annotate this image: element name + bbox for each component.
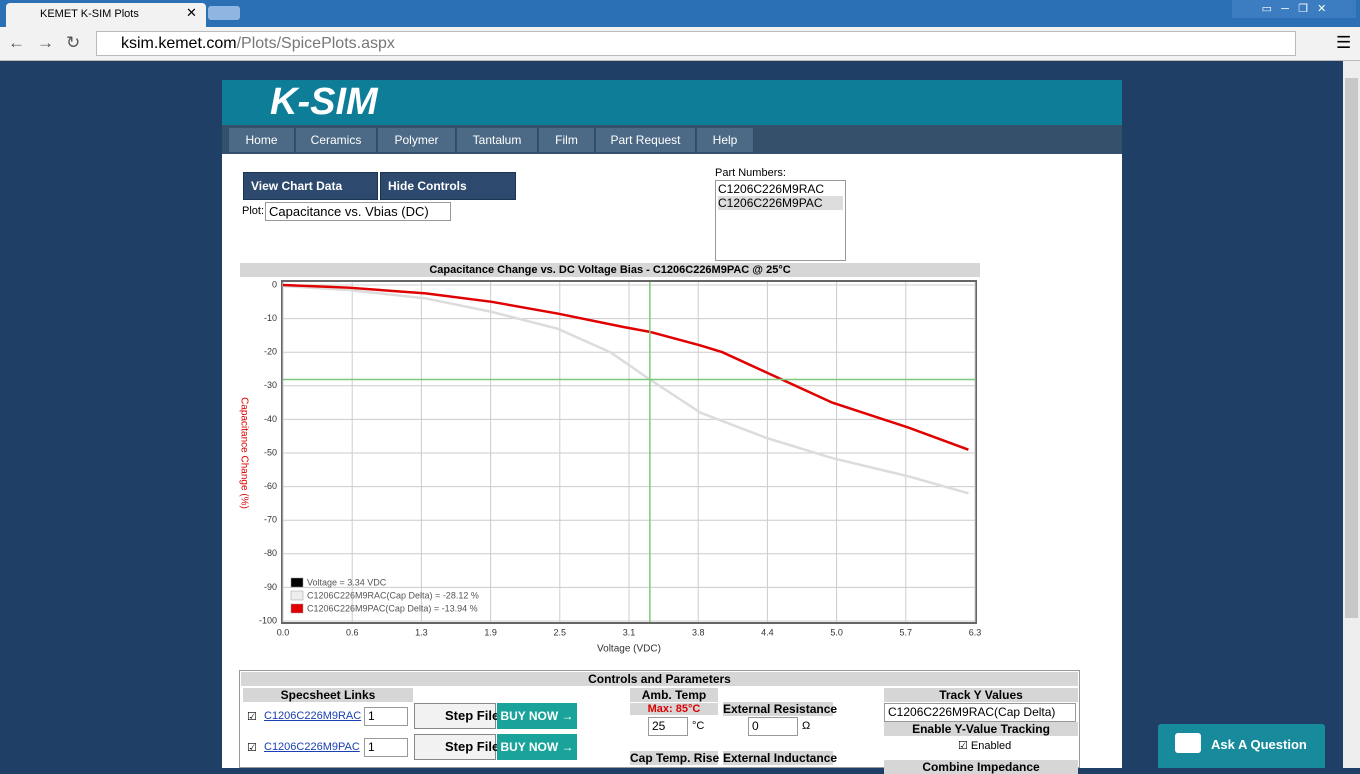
cap-temp-rise: Cap Temp. Rise (630, 751, 720, 765)
track-y: Track Y Values (884, 688, 1078, 702)
spec-link[interactable]: C1206C226M9RAC (264, 710, 362, 722)
y-tick-label: -60 (264, 481, 277, 491)
scroll-thumb[interactable] (1345, 78, 1358, 618)
x-tick-label: 1.9 (484, 627, 497, 637)
nav-item[interactable]: Help (697, 128, 754, 152)
ext-res-input[interactable]: 0 (748, 717, 798, 736)
part-numbers-label: Part Numbers: (715, 167, 786, 179)
url-host: ksim.kemet.com (121, 35, 237, 52)
series-line (282, 284, 969, 495)
y-tick-label: -80 (264, 548, 277, 558)
legend-swatch (290, 603, 304, 614)
x-tick-label: 2.5 (554, 627, 567, 637)
amb-max: Max: 85°C (630, 703, 718, 715)
qty-input[interactable]: 1 (364, 707, 408, 726)
track-y-select[interactable]: C1206C226M9RAC(Cap Delta) (884, 703, 1076, 722)
amb-unit: °C (692, 720, 705, 732)
address-bar[interactable]: ksim.kemet.com/Plots/SpicePlots.aspx (96, 31, 1296, 56)
y-tick-label: -50 (264, 447, 277, 457)
enabled[interactable]: ☑ Enabled (958, 740, 1012, 752)
combine: Combine Impedance (884, 760, 1078, 774)
legend-label: C1206C226M9RAC(Cap Delta) = -28.12 % (307, 590, 479, 600)
x-axis-label: Voltage (VDC) (597, 644, 661, 655)
checkbox[interactable]: ☑ (247, 711, 257, 723)
panel-title: Controls and Parameters (241, 672, 1078, 686)
part-option[interactable]: C1206C226M9PAC (718, 196, 843, 210)
x-tick-label: 3.1 (623, 627, 636, 637)
ask-icon (1175, 733, 1201, 753)
nav-item[interactable]: Ceramics (296, 128, 377, 152)
chart: Capacitance Change vs. DC Voltage Bias -… (238, 263, 982, 655)
nav-item[interactable]: Tantalum (457, 128, 538, 152)
part-option[interactable]: C1206C226M9RAC (718, 182, 825, 196)
y-tick-label: -40 (264, 414, 277, 424)
x-tick-label: 5.7 (900, 627, 913, 637)
nav-buttons[interactable]: ←→↻ (8, 33, 93, 52)
y-tick-label: -30 (264, 380, 277, 390)
buy-now[interactable]: BUY NOW → (497, 734, 577, 760)
view-chart-data[interactable]: View Chart Data (243, 172, 378, 200)
chart-title: Capacitance Change vs. DC Voltage Bias -… (429, 264, 790, 276)
amb-input[interactable]: 25 (648, 717, 688, 736)
y-tick-label: 0 (272, 279, 277, 289)
url-path: /Plots/SpicePlots.aspx (236, 35, 395, 52)
ext-res-unit: Ω (802, 720, 811, 732)
header (222, 80, 1122, 125)
specsheet-header: Specsheet Links (243, 688, 413, 702)
title-bar (240, 263, 980, 277)
y-tick-label: -10 (264, 313, 277, 323)
x-tick-label: 0.0 (277, 627, 290, 637)
menu[interactable]: ☰ (1336, 33, 1352, 52)
y-tick-label: -70 (264, 515, 277, 525)
legend-swatch (290, 577, 304, 588)
y-tick-label: -20 (264, 347, 277, 357)
plot-select[interactable]: Capacitance vs. Vbias (DC) (265, 202, 451, 221)
ask-button[interactable]: Ask A Question (1158, 724, 1325, 768)
legend-label: C1206C226M9PAC(Cap Delta) = -13.94 % (307, 603, 478, 613)
new-tab[interactable] (208, 6, 240, 20)
logo[interactable]: K-SIM (270, 81, 378, 123)
x-tick-label: 0.6 (346, 627, 359, 637)
ext-ind: External Inductance (723, 751, 838, 765)
nav-item[interactable]: Home (229, 128, 295, 152)
x-tick-label: 1.3 (415, 627, 428, 637)
x-tick-label: 5.0 (830, 627, 843, 637)
spec-link[interactable]: C1206C226M9PAC (264, 741, 360, 753)
x-tick-label: 6.3 (969, 627, 982, 637)
y-tick-label: -90 (264, 582, 277, 592)
legend-swatch (290, 590, 304, 601)
part-list[interactable]: C1206C226M9RAC C1206C226M9PAC (715, 180, 846, 261)
buy-now[interactable]: BUY NOW → (497, 703, 577, 729)
y-tick-label: -100 (259, 615, 277, 625)
y-axis-label: Capacitance Change (%) (238, 397, 249, 509)
tab-close[interactable]: ✕ (186, 5, 197, 20)
step-file[interactable]: Step File (414, 734, 499, 760)
x-tick-label: 4.4 (761, 627, 774, 637)
step-file[interactable]: Step File (414, 703, 499, 729)
nav-item[interactable]: Polymer (378, 128, 456, 152)
x-tick-label: 3.8 (692, 627, 705, 637)
ext-res: External Resistance (723, 702, 838, 716)
window-buttons[interactable]: ▭ ─ ❐ ✕ (1232, 0, 1356, 18)
qty-input[interactable]: 1 (364, 738, 408, 757)
checkbox[interactable]: ☑ (247, 742, 257, 754)
enabled-label: Enabled (970, 740, 1012, 752)
tab[interactable]: KEMET K-SIM Plots (6, 3, 206, 27)
nav-item[interactable]: Part Request (596, 128, 696, 152)
hide-controls[interactable]: Hide Controls (380, 172, 516, 200)
enable-tracking: Enable Y-Value Tracking (884, 722, 1078, 736)
amb-temp: Amb. Temp (630, 688, 718, 702)
nav-item[interactable]: Film (539, 128, 595, 152)
plot-label: Plot: (242, 205, 265, 217)
legend-label: Voltage = 3.34 VDC (307, 577, 387, 587)
